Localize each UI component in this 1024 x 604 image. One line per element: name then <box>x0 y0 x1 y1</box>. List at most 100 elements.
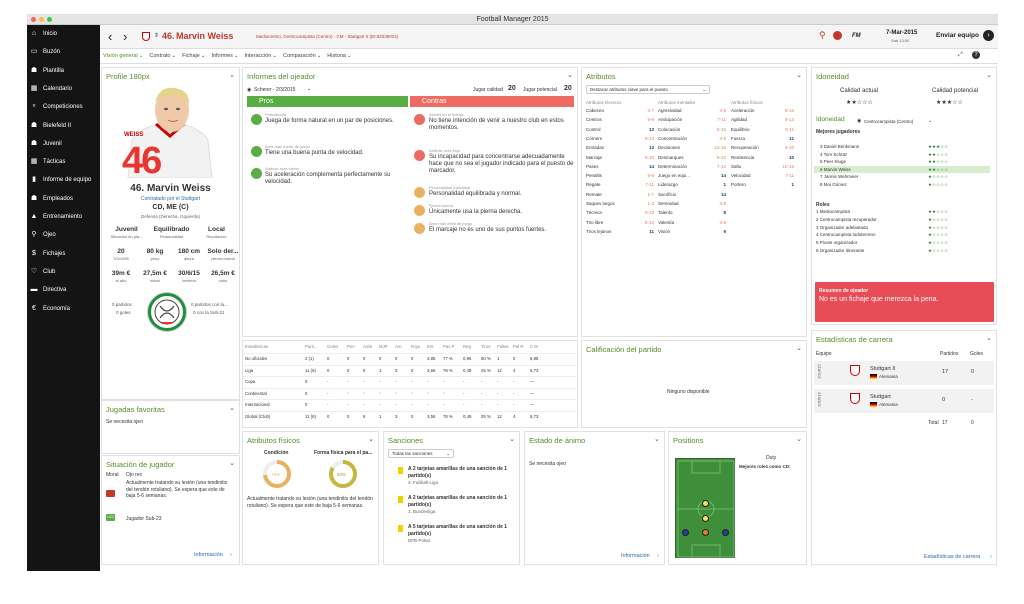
continue-arrow-icon[interactable]: › <box>983 30 994 41</box>
sanctions-dropdown[interactable]: Todas las sanciones ⌄ <box>388 449 454 458</box>
club-badge-icon <box>142 32 150 41</box>
maximize-window-icon[interactable] <box>47 17 52 22</box>
sidebar-item-2[interactable]: ☗ Plantilla <box>30 65 98 77</box>
fm-menu[interactable]: FM <box>852 33 861 39</box>
sanction-title: A 2 tarjetas amarillas de una sanción de… <box>408 466 508 479</box>
stats-cell: - <box>411 402 413 407</box>
stats-cell: 1 <box>497 356 500 361</box>
panel-menu-icon[interactable]: ⌄ <box>654 436 660 443</box>
subnav-item-4[interactable]: Interacción⌄ <box>244 53 277 59</box>
switch-player-icon[interactable]: ⇕ <box>154 33 160 39</box>
edit-icon[interactable]: ⤢ <box>958 52 963 58</box>
subnav-item-0[interactable]: Visión general⌄ <box>103 53 143 59</box>
panel-menu-icon[interactable]: ⌄ <box>229 405 235 412</box>
stats-cell: - <box>443 402 445 407</box>
attribute-name: Colocación <box>658 126 681 132</box>
sidebar-item-13[interactable]: ♡ Club <box>30 266 98 278</box>
panel-menu-icon[interactable]: ⌄ <box>796 436 802 443</box>
panel-menu-icon[interactable]: ⌄ <box>986 335 992 342</box>
attribute-value: 3-7 <box>647 108 654 113</box>
check-icon <box>251 168 262 179</box>
sidebar: ⌂ Inicio ▭ Buzón ☗ Plantilla ▦ Calendario ♆ Compe… <box>27 25 100 571</box>
panel-menu-icon[interactable]: ⌄ <box>567 72 573 79</box>
help-icon[interactable]: ? <box>972 51 980 59</box>
stats-cell: — <box>530 379 535 384</box>
club-menu-icon[interactable] <box>833 31 842 40</box>
best-player-stars: ★☆☆☆☆ <box>928 181 949 187</box>
panel-menu-icon[interactable]: ⌄ <box>986 72 992 79</box>
sidebar-item-8[interactable]: ▮ Informe de equipo <box>30 174 98 186</box>
continue-button[interactable]: Enviar equipo <box>936 32 979 39</box>
subnav-item-1[interactable]: Contrato⌄ <box>149 53 176 59</box>
highlight-dropdown[interactable]: Destacar atributos clave para el puesto … <box>586 85 710 94</box>
forward-icon[interactable]: › <box>123 29 128 44</box>
subnav-item-5[interactable]: Comparación⌄ <box>283 53 321 59</box>
sidebar-item-15[interactable]: € Economía <box>30 303 98 315</box>
position-marker-dml <box>682 529 689 536</box>
back-icon[interactable]: ‹ <box>108 29 113 44</box>
panel-menu-icon[interactable]: ⌄ <box>368 436 374 443</box>
sidebar-item-1[interactable]: ▭ Buzón <box>30 46 98 58</box>
stats-cell: 3,85 <box>427 356 436 361</box>
sidebar-item-0[interactable]: ⌂ Inicio <box>30 28 98 40</box>
sidebar-item-3[interactable]: ▦ Calendario <box>30 83 98 95</box>
chevron-down-icon: ⌄ <box>272 53 277 59</box>
career-season: 2015/16 <box>816 392 822 407</box>
scout-name-dropdown[interactable]: Scherer - 2/3/2015 <box>254 87 296 93</box>
career-stats-arrow-icon[interactable]: › <box>990 554 992 560</box>
role-name: 4 Centrocampista todoterreno <box>816 232 876 238</box>
physical-value-3: Solo der... <box>207 248 239 255</box>
physical-value-0: 20 <box>117 248 125 255</box>
sidebar-item-11[interactable]: ⚲ Ojeo <box>30 229 98 241</box>
stats-cell: 6,73 <box>530 413 539 419</box>
player-position: CD, ME (C) <box>152 204 189 211</box>
stats-cell: 4 <box>513 367 516 373</box>
subnav-item-2[interactable]: Fichaje⌄ <box>182 53 205 59</box>
sidebar-item-14[interactable]: ▬ Directiva <box>30 284 98 296</box>
panel-menu-icon[interactable]: ⌄ <box>796 345 802 352</box>
close-window-icon[interactable] <box>31 17 36 22</box>
sidebar-item-6[interactable]: ☗ Juvenil <box>30 138 98 150</box>
minimize-window-icon[interactable] <box>39 17 44 22</box>
eye-icon: ◉ <box>857 118 862 124</box>
match-rating-text: Ninguno disponible <box>667 389 710 395</box>
panel-menu-icon[interactable]: ⌄ <box>509 436 515 443</box>
attribute-value: 14 <box>648 163 654 169</box>
scout-chevron-icon[interactable]: ⌄ <box>307 86 312 92</box>
best-player-name: 8 Moi Gómez <box>820 181 847 187</box>
sidebar-item-7[interactable]: ▦ Tácticas <box>30 156 98 168</box>
sidebar-item-9[interactable]: ☗ Empleados <box>30 193 98 205</box>
stats-header: C M <box>530 344 538 349</box>
sidebar-item-5[interactable]: ☗ Bielefeld II <box>30 120 98 132</box>
sidebar-item-10[interactable]: ▲ Entrenamiento <box>30 211 98 223</box>
mood-information-link[interactable]: Información <box>621 553 650 559</box>
stats-cell: 0,49 <box>463 413 472 419</box>
caps-right-1: 0 partidos con la... <box>191 302 228 307</box>
stats-cell: 1 <box>379 413 382 419</box>
attribute-name: Velocidad <box>731 173 751 179</box>
role-chevron-icon[interactable]: ⌄ <box>928 118 933 124</box>
stats-cell: - <box>363 379 365 384</box>
search-icon[interactable]: ⚲ <box>819 30 826 40</box>
role-name: 2 Centrocampista recuperador <box>816 216 877 222</box>
information-link[interactable]: Información <box>194 552 223 558</box>
subnav-item-3[interactable]: Informes⌄ <box>211 53 238 59</box>
attribute-value: 4-8 <box>719 108 726 113</box>
panel-menu-icon[interactable]: ⌄ <box>229 460 235 467</box>
sidebar-item-12[interactable]: $ Fichajes <box>30 248 98 260</box>
panel-menu-icon[interactable]: ⌄ <box>796 72 802 79</box>
subnav-item-6[interactable]: Historia⌄ <box>327 53 351 59</box>
role-dropdown[interactable]: Centrocampista (Centro) <box>864 119 914 124</box>
information-arrow-icon[interactable]: › <box>230 552 232 558</box>
condition-label: Condición <box>264 450 289 456</box>
stats-cell: - <box>379 402 381 407</box>
pro-heading: Atributo más fuerte <box>265 166 299 171</box>
panel-menu-icon[interactable]: ⌄ <box>229 72 235 79</box>
fitness-ring <box>329 460 357 488</box>
sidebar-item-4[interactable]: ♆ Competiciones <box>30 101 98 113</box>
mood-information-arrow-icon[interactable]: › <box>657 553 659 559</box>
foot-icon <box>414 205 425 216</box>
sanction-competition: 1. Bundesliga <box>408 509 436 514</box>
germany-flag-icon <box>870 374 877 379</box>
career-stats-link[interactable]: Estadísticas de carrera <box>924 554 981 560</box>
